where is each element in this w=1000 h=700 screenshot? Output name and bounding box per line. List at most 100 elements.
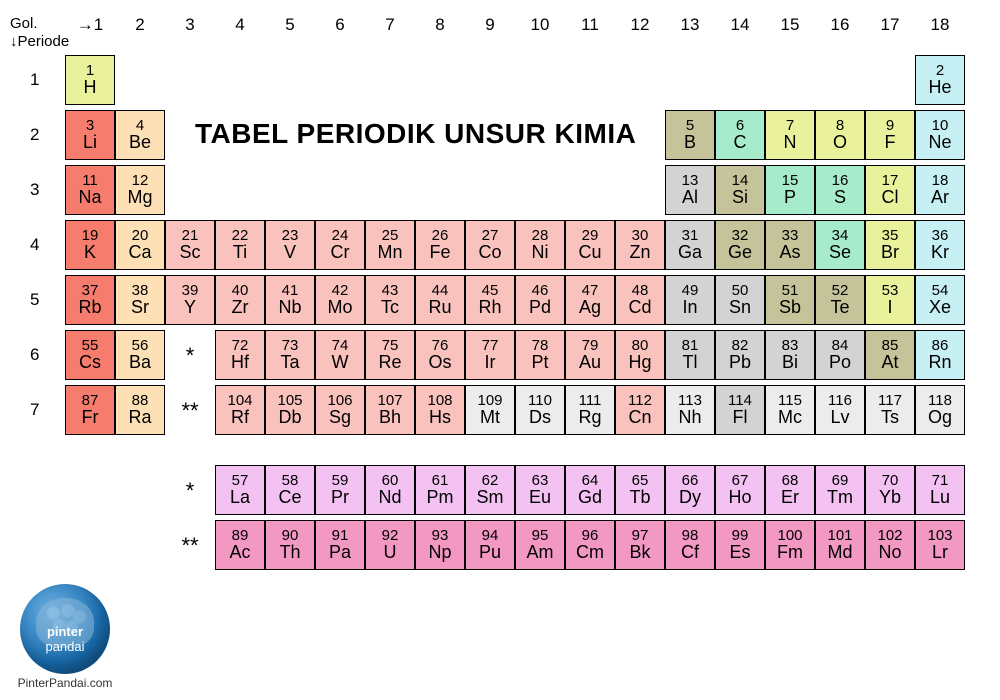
atomic-number: 112 bbox=[628, 393, 652, 409]
atomic-number: 69 bbox=[832, 473, 849, 489]
element-Hg: 80Hg bbox=[615, 330, 665, 380]
element-symbol: Mo bbox=[327, 298, 352, 317]
group-label-3: 3 bbox=[165, 15, 215, 35]
element-symbol: Ds bbox=[529, 408, 551, 427]
element-Tc: 43Tc bbox=[365, 275, 415, 325]
element-symbol: Y bbox=[184, 298, 196, 317]
atomic-number: 83 bbox=[782, 338, 799, 354]
element-symbol: Ra bbox=[128, 408, 151, 427]
element-symbol: Tb bbox=[629, 488, 650, 507]
atomic-number: 65 bbox=[632, 473, 649, 489]
atomic-number: 27 bbox=[482, 228, 499, 244]
atomic-number: 6 bbox=[736, 118, 744, 134]
element-At: 85At bbox=[865, 330, 915, 380]
atomic-number: 22 bbox=[232, 228, 249, 244]
atomic-number: 92 bbox=[382, 528, 399, 544]
element-symbol: Pb bbox=[729, 353, 751, 372]
element-N: 7N bbox=[765, 110, 815, 160]
atomic-number: 104 bbox=[227, 393, 252, 409]
element-symbol: Mt bbox=[480, 408, 500, 427]
element-symbol: Ca bbox=[128, 243, 151, 262]
atomic-number: 74 bbox=[332, 338, 349, 354]
atomic-number: 12 bbox=[132, 173, 149, 189]
element-symbol: Ru bbox=[428, 298, 451, 317]
element-symbol: Ce bbox=[278, 488, 301, 507]
element-symbol: Pu bbox=[479, 543, 501, 562]
element-Og: 118Og bbox=[915, 385, 965, 435]
element-Cu: 29Cu bbox=[565, 220, 615, 270]
element-V: 23V bbox=[265, 220, 315, 270]
atomic-number: 116 bbox=[828, 393, 852, 409]
element-F: 9F bbox=[865, 110, 915, 160]
atomic-number: 78 bbox=[532, 338, 549, 354]
atomic-number: 8 bbox=[836, 118, 844, 134]
atomic-number: 102 bbox=[877, 528, 902, 544]
atomic-number: 93 bbox=[432, 528, 449, 544]
atomic-number: 19 bbox=[82, 228, 99, 244]
element-K: 19K bbox=[65, 220, 115, 270]
atomic-number: 88 bbox=[132, 393, 149, 409]
element-Y: 39Y bbox=[165, 275, 215, 325]
element-symbol: Lv bbox=[830, 408, 849, 427]
atomic-number: 5 bbox=[686, 118, 694, 134]
element-Tl: 81Tl bbox=[665, 330, 715, 380]
atomic-number: 36 bbox=[932, 228, 949, 244]
atomic-number: 77 bbox=[482, 338, 499, 354]
atomic-number: 117 bbox=[878, 393, 902, 409]
element-P: 15P bbox=[765, 165, 815, 215]
element-Mc: 115Mc bbox=[765, 385, 815, 435]
bulb-icon: pinter pandai bbox=[20, 584, 110, 674]
element-Th: 90Th bbox=[265, 520, 315, 570]
element-symbol: He bbox=[928, 78, 951, 97]
element-symbol: Br bbox=[881, 243, 899, 262]
element-Rg: 111Rg bbox=[565, 385, 615, 435]
element-symbol: Am bbox=[527, 543, 554, 562]
element-symbol: Bh bbox=[379, 408, 401, 427]
element-Md: 101Md bbox=[815, 520, 865, 570]
period-axis-label: ↓Periode bbox=[10, 33, 69, 50]
element-Lv: 116Lv bbox=[815, 385, 865, 435]
element-Zn: 30Zn bbox=[615, 220, 665, 270]
element-symbol: Al bbox=[682, 188, 698, 207]
atomic-number: 97 bbox=[632, 528, 649, 544]
group-label-10: 10 bbox=[515, 15, 565, 35]
group-label-17: 17 bbox=[865, 15, 915, 35]
element-symbol: Mn bbox=[377, 243, 402, 262]
element-symbol: Dy bbox=[679, 488, 701, 507]
atomic-number: 24 bbox=[332, 228, 349, 244]
logo-caption: PinterPandai.com bbox=[10, 676, 120, 690]
element-symbol: Hs bbox=[429, 408, 451, 427]
element-symbol: Fl bbox=[733, 408, 748, 427]
element-Na: 11Na bbox=[65, 165, 115, 215]
element-symbol: Nd bbox=[378, 488, 401, 507]
element-symbol: Rn bbox=[928, 353, 951, 372]
element-symbol: Ti bbox=[233, 243, 247, 262]
atomic-number: 73 bbox=[282, 338, 299, 354]
element-As: 33As bbox=[765, 220, 815, 270]
atomic-number: 25 bbox=[382, 228, 399, 244]
atomic-number: 56 bbox=[132, 338, 149, 354]
element-symbol: Ho bbox=[728, 488, 751, 507]
element-Co: 27Co bbox=[465, 220, 515, 270]
atomic-number: 47 bbox=[582, 283, 599, 299]
element-Bh: 107Bh bbox=[365, 385, 415, 435]
element-Ar: 18Ar bbox=[915, 165, 965, 215]
element-He: 2He bbox=[915, 55, 965, 105]
atomic-number: 68 bbox=[782, 473, 799, 489]
group-label-7: 7 bbox=[365, 15, 415, 35]
atomic-number: 39 bbox=[182, 283, 199, 299]
fblock-marker-6: * bbox=[165, 343, 215, 369]
atomic-number: 98 bbox=[682, 528, 699, 544]
atomic-number: 109 bbox=[477, 393, 502, 409]
element-symbol: Kr bbox=[931, 243, 949, 262]
element-symbol: Ga bbox=[678, 243, 702, 262]
atomic-number: 32 bbox=[732, 228, 749, 244]
element-symbol: U bbox=[384, 543, 397, 562]
element-symbol: Po bbox=[829, 353, 851, 372]
element-H: 1H bbox=[65, 55, 115, 105]
element-symbol: Rb bbox=[78, 298, 101, 317]
element-Al: 13Al bbox=[665, 165, 715, 215]
atomic-number: 28 bbox=[532, 228, 549, 244]
element-symbol: Fr bbox=[82, 408, 99, 427]
element-symbol: Sm bbox=[477, 488, 504, 507]
